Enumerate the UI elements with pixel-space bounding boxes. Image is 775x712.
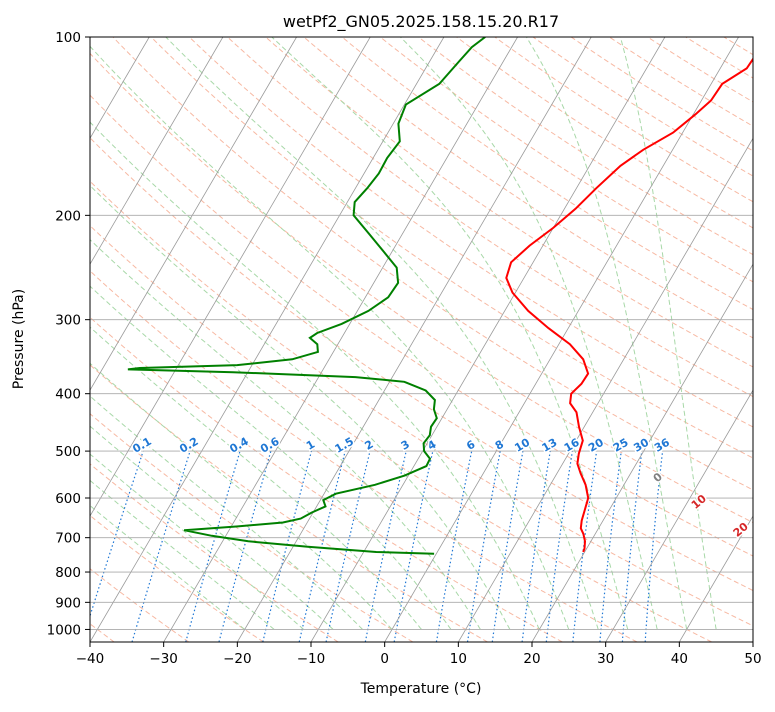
- y-tick-label: 500: [55, 444, 81, 460]
- x-tick-label: −30: [149, 651, 178, 667]
- y-tick-label: 700: [55, 531, 81, 547]
- y-tick-label: 400: [55, 387, 81, 403]
- x-tick-label: −40: [76, 651, 105, 667]
- y-tick-label: 800: [55, 565, 81, 581]
- x-axis-label: Temperature (°C): [360, 681, 482, 697]
- x-tick-label: 20: [523, 651, 540, 667]
- y-tick-label: 300: [55, 313, 81, 329]
- x-tick-label: 10: [450, 651, 467, 667]
- y-tick-label: 600: [55, 491, 81, 507]
- x-tick-label: 40: [671, 651, 688, 667]
- x-tick-label: 0: [380, 651, 389, 667]
- x-tick-label: −10: [297, 651, 326, 667]
- x-tick-label: 50: [744, 651, 761, 667]
- x-tick-label: −20: [223, 651, 252, 667]
- y-tick-label: 900: [55, 595, 81, 611]
- y-tick-label: 100: [55, 30, 81, 46]
- x-tick-label: 30: [597, 651, 614, 667]
- chart-title: wetPf2_GN05.2025.158.15.20.R17: [283, 12, 559, 32]
- y-tick-label: 200: [55, 208, 81, 224]
- y-tick-label: 1000: [47, 622, 81, 638]
- y-axis-label: Pressure (hPa): [11, 289, 27, 389]
